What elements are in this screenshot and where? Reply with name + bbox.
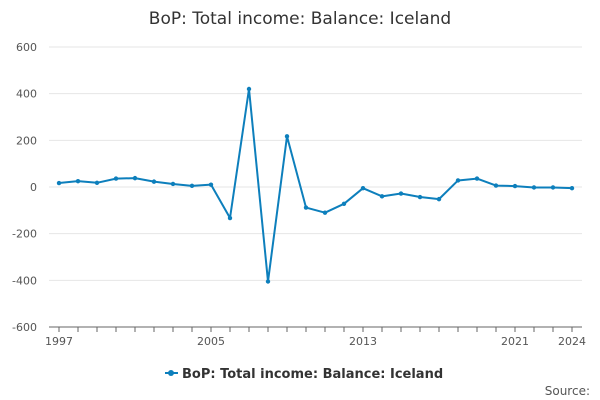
legend[interactable]: BoP: Total income: Balance: Iceland	[165, 367, 443, 382]
data-point[interactable]	[474, 176, 480, 181]
data-point[interactable]	[531, 185, 537, 190]
plot-area	[56, 86, 575, 284]
y-tick-label: -200	[12, 228, 37, 241]
data-point[interactable]	[56, 180, 62, 186]
data-point[interactable]	[493, 183, 499, 188]
data-point[interactable]	[379, 194, 385, 199]
data-point[interactable]	[398, 191, 404, 196]
series-line	[58, 88, 573, 283]
y-tick-label: -600	[12, 321, 37, 334]
data-point[interactable]	[341, 201, 347, 206]
data-point[interactable]	[360, 185, 366, 191]
y-tick-label: 200	[16, 134, 37, 147]
data-point[interactable]	[455, 178, 461, 183]
data-point[interactable]	[550, 185, 556, 190]
data-point[interactable]	[227, 215, 233, 221]
legend-marker	[168, 370, 174, 376]
data-point[interactable]	[151, 179, 157, 184]
data-point[interactable]	[75, 178, 81, 184]
data-point[interactable]	[94, 180, 100, 185]
data-point[interactable]	[170, 181, 176, 187]
gridlines	[49, 46, 582, 328]
data-point[interactable]	[512, 183, 518, 189]
x-axis: 1997 2005 2013 2021 2024	[45, 326, 586, 348]
x-tick-label: 2021	[501, 335, 529, 348]
data-point[interactable]	[132, 175, 138, 181]
data-point[interactable]	[265, 279, 271, 284]
data-point[interactable]	[113, 176, 119, 181]
data-point[interactable]	[189, 183, 195, 189]
data-point[interactable]	[322, 210, 328, 215]
data-point[interactable]	[417, 194, 423, 200]
source-label: Source:	[545, 384, 590, 398]
chart-title: BoP: Total income: Balance: Iceland	[149, 9, 451, 29]
data-point[interactable]	[208, 182, 214, 187]
data-point[interactable]	[569, 185, 575, 191]
y-tick-label: 400	[16, 88, 37, 101]
legend-label: BoP: Total income: Balance: Iceland	[182, 367, 443, 382]
x-tick-label: 1997	[45, 335, 73, 348]
data-point[interactable]	[246, 86, 252, 92]
x-tick-label: 2005	[197, 335, 225, 348]
data-point[interactable]	[436, 196, 442, 202]
data-point[interactable]	[303, 205, 309, 210]
data-point[interactable]	[284, 134, 290, 139]
y-tick-label: -400	[12, 274, 37, 287]
y-tick-label: 0	[30, 181, 37, 194]
y-axis: -600 -400 -200 0 200 400 600	[12, 41, 37, 334]
x-tick-label: 2024	[558, 335, 586, 348]
y-tick-label: 600	[16, 41, 37, 54]
x-tick-label: 2013	[349, 335, 377, 348]
